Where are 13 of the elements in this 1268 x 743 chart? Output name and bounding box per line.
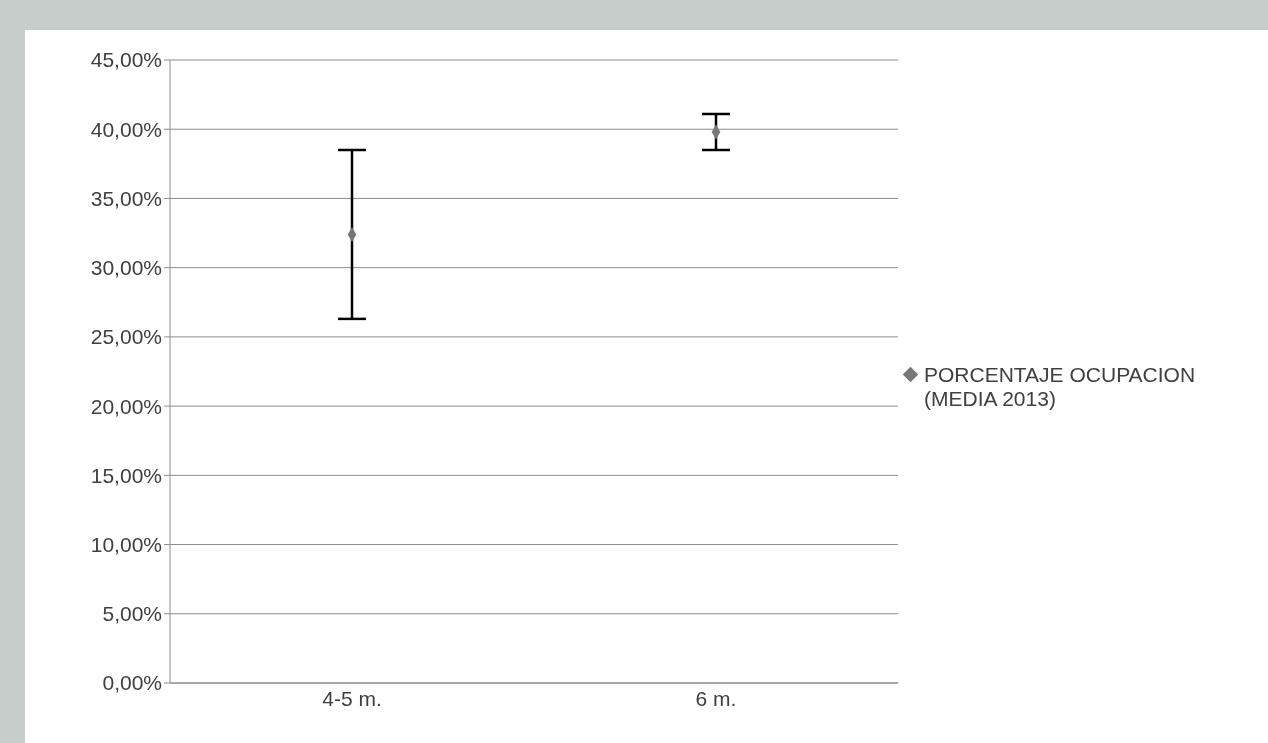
legend-label: PORCENTAJE OCUPACION (MEDIA 2013) <box>924 362 1197 411</box>
y-tick-label: 5,00% <box>102 602 162 626</box>
x-tick-label: 4-5 m. <box>322 686 382 710</box>
y-tick-label: 0,00% <box>102 671 162 695</box>
y-tick-label: 40,00% <box>90 117 162 141</box>
y-tick-label: 25,00% <box>90 325 162 349</box>
y-tick-label: 45,00% <box>90 48 162 72</box>
y-tick-label: 30,00% <box>90 256 162 280</box>
y-tick-label: 35,00% <box>90 186 162 210</box>
y-tick-label: 20,00% <box>90 394 162 418</box>
y-tick-label: 10,00% <box>90 533 162 557</box>
x-tick-label: 6 m. <box>695 686 737 710</box>
y-tick-label: 15,00% <box>90 463 162 487</box>
